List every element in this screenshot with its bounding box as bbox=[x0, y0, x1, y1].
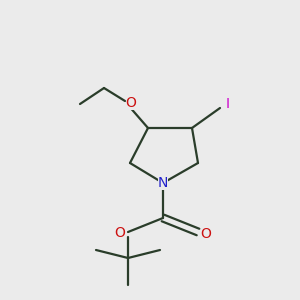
Text: O: O bbox=[201, 227, 212, 241]
Text: O: O bbox=[126, 96, 136, 110]
Text: O: O bbox=[115, 226, 125, 240]
Text: N: N bbox=[158, 176, 168, 190]
Text: I: I bbox=[226, 97, 230, 111]
